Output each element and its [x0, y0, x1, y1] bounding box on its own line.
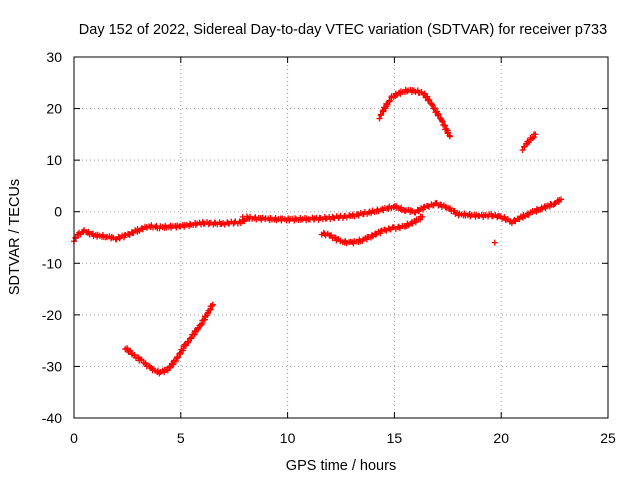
- data-point: [401, 208, 408, 215]
- x-tick-label: 20: [493, 430, 509, 446]
- data-point: [192, 221, 199, 228]
- data-point: [186, 220, 193, 227]
- data-point: [428, 100, 435, 107]
- data-point: [376, 115, 383, 122]
- data-point: [209, 301, 216, 308]
- data-point: [419, 213, 426, 220]
- data-point: [172, 358, 179, 365]
- data-point: [138, 225, 145, 232]
- data-point: [532, 131, 539, 138]
- data-point: [429, 101, 436, 108]
- data-point: [426, 97, 433, 104]
- data-point: [330, 214, 337, 221]
- data-point: [198, 321, 205, 328]
- data-point: [386, 97, 393, 104]
- data-point: [231, 219, 238, 226]
- grid-lines: [74, 57, 608, 418]
- data-point: [142, 360, 149, 367]
- x-tick-label: 10: [280, 430, 296, 446]
- data-point: [191, 327, 198, 334]
- x-tick-label: 15: [387, 430, 403, 446]
- data-point: [519, 146, 526, 153]
- data-point: [439, 118, 446, 125]
- plot-frame: [73, 56, 609, 419]
- y-tick-label: -30: [42, 358, 62, 374]
- data-point: [372, 231, 379, 238]
- x-tick-labels: 0 5 10 15 20 25: [70, 430, 616, 446]
- chart-title: Day 152 of 2022, Sidereal Day-to-day VTE…: [79, 22, 607, 38]
- y-tick-label: -10: [42, 255, 62, 271]
- data-point: [185, 338, 192, 345]
- y-tick-labels: -40 -30 -20 -10 0 10 20 30: [42, 49, 62, 426]
- data-point: [188, 334, 195, 341]
- data-point: [292, 215, 299, 222]
- data-point: [424, 202, 431, 209]
- data-point: [368, 210, 375, 217]
- y-tick-label: 20: [46, 101, 62, 117]
- x-tick-label: 5: [177, 430, 185, 446]
- data-point: [424, 93, 431, 100]
- data-point: [244, 213, 251, 220]
- data-point: [447, 205, 454, 212]
- y-tick-label: -40: [42, 410, 62, 426]
- data-point: [174, 354, 181, 361]
- data-point: [125, 230, 132, 237]
- data-point: [491, 239, 498, 246]
- y-tick-label: 0: [54, 204, 62, 220]
- data-point: [135, 354, 142, 361]
- data-point: [85, 228, 92, 235]
- data-points: [71, 86, 565, 377]
- y-tick-label: -20: [42, 307, 62, 323]
- y-tick-label: 10: [46, 152, 62, 168]
- data-point: [521, 143, 528, 150]
- data-point: [377, 228, 384, 235]
- data-point: [102, 234, 109, 241]
- data-point: [446, 133, 453, 140]
- y-tick-label: 30: [46, 49, 62, 65]
- y-axis-label: SDTVAR / TECUs: [7, 179, 23, 295]
- x-tick-label: 25: [600, 430, 616, 446]
- data-point: [204, 310, 211, 317]
- x-tick-label: 0: [70, 430, 78, 446]
- data-point: [195, 325, 202, 332]
- axis-ticks: [73, 56, 609, 419]
- data-point: [331, 234, 338, 241]
- data-point: [524, 138, 531, 145]
- data-point: [558, 196, 565, 203]
- data-point: [131, 351, 138, 358]
- x-axis-label: GPS time / hours: [286, 458, 396, 474]
- data-point: [435, 111, 442, 118]
- data-point: [511, 216, 518, 223]
